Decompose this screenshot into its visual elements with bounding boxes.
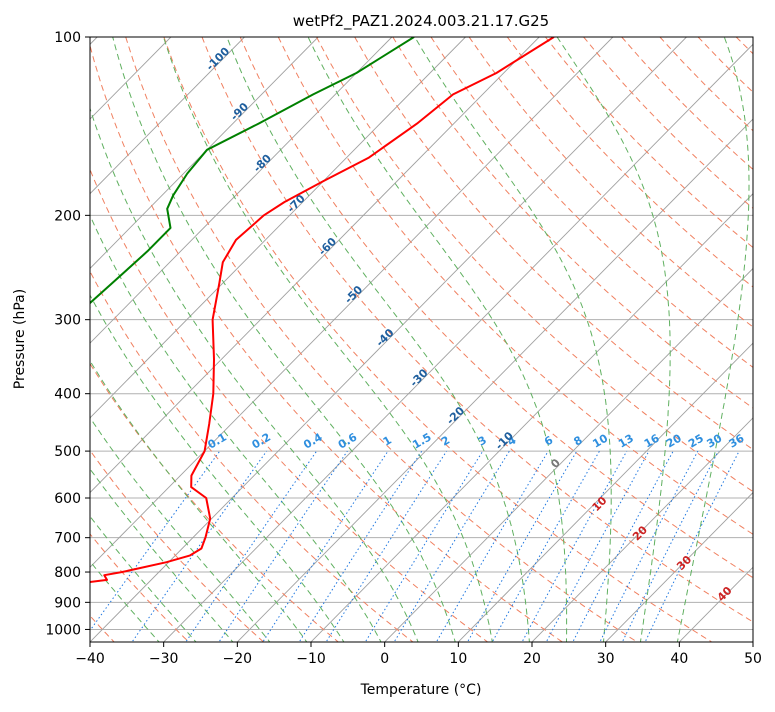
y-tick-label: 600	[54, 491, 81, 507]
x-tick-label: 0	[380, 651, 389, 667]
x-tick-label: −40	[75, 651, 105, 667]
y-tick-label: 700	[54, 531, 81, 547]
y-tick-label: 400	[54, 387, 81, 403]
y-axis-label: Pressure (hPa)	[12, 289, 28, 389]
x-axis-label: Temperature (°C)	[360, 682, 482, 698]
y-tick-label: 800	[54, 565, 81, 581]
y-tick-label: 200	[54, 208, 81, 224]
y-tick-label: 100	[54, 30, 81, 46]
x-tick-label: 10	[449, 651, 467, 667]
x-tick-label: 20	[523, 651, 541, 667]
x-tick-label: 30	[597, 651, 615, 667]
x-tick-label: −20	[223, 651, 253, 667]
chart-title: wetPf2_PAZ1.2024.003.21.17.G25	[293, 12, 549, 31]
x-tick-label: −30	[149, 651, 179, 667]
x-tick-label: 40	[670, 651, 688, 667]
x-tick-label: −10	[296, 651, 326, 667]
y-tick-label: 1000	[45, 622, 81, 638]
x-tick-label: 50	[744, 651, 762, 667]
y-tick-label: 900	[54, 595, 81, 611]
y-tick-label: 300	[54, 313, 81, 329]
y-tick-label: 500	[54, 444, 81, 460]
